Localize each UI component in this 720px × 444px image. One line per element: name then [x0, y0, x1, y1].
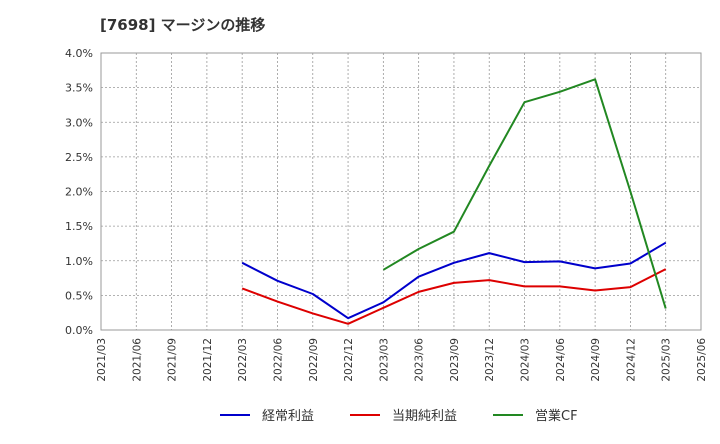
y-tick-label: 0.0%: [65, 324, 93, 337]
chart-title: [7698] マージンの推移: [100, 16, 266, 34]
y-tick-label: 3.5%: [65, 82, 93, 95]
series-line-1: [241, 268, 667, 325]
y-tick-label: 1.5%: [65, 220, 93, 233]
series: [241, 78, 667, 325]
y-tick-label: 4.0%: [65, 47, 93, 60]
axes: 0.0% 0.5% 1.0% 1.5% 2.0% 2.5% 3.0% 3.5% 4.0% 2021…: [65, 47, 708, 382]
x-tick-label: 2023/09: [449, 338, 461, 382]
x-tick-label: 2022/06: [272, 338, 284, 382]
x-tick-label: 2022/03: [237, 338, 249, 382]
y-tick-label: 3.0%: [65, 116, 93, 129]
x-tick-label: 2021/09: [167, 338, 179, 382]
x-tick-label: 2021/12: [202, 338, 214, 382]
x-tick-label: 2024/03: [520, 338, 532, 382]
y-tick-label: 2.5%: [65, 151, 93, 164]
y-tick-label: 1.0%: [65, 255, 93, 268]
x-tick-label: 2023/12: [484, 338, 496, 382]
x-tick-label: 2023/03: [378, 338, 390, 382]
y-tick-label: 0.5%: [65, 289, 93, 302]
y-tick-label: 2.0%: [65, 186, 93, 199]
x-tick-label: 2025/06: [696, 338, 708, 382]
x-tick-label: 2022/09: [308, 338, 320, 382]
x-tick-label: 2024/12: [625, 338, 637, 382]
legend-label-1: 当期純利益: [392, 409, 457, 424]
series-line-2: [382, 78, 667, 309]
x-tick-label: 2023/06: [414, 338, 426, 382]
x-tick-label: 2025/03: [661, 338, 673, 382]
x-tick-label: 2021/06: [131, 338, 143, 382]
legend-label-0: 経常利益: [262, 409, 314, 424]
x-tick-label: 2024/06: [555, 338, 567, 382]
x-tick-label: 2022/12: [343, 338, 355, 382]
x-tick-label: 2021/03: [96, 338, 108, 382]
series-line-0: [241, 241, 667, 320]
x-tick-label: 2024/09: [590, 338, 602, 382]
legend: 経常利益 当期純利益 営業CF: [220, 408, 578, 424]
legend-label-2: 営業CF: [535, 408, 578, 424]
